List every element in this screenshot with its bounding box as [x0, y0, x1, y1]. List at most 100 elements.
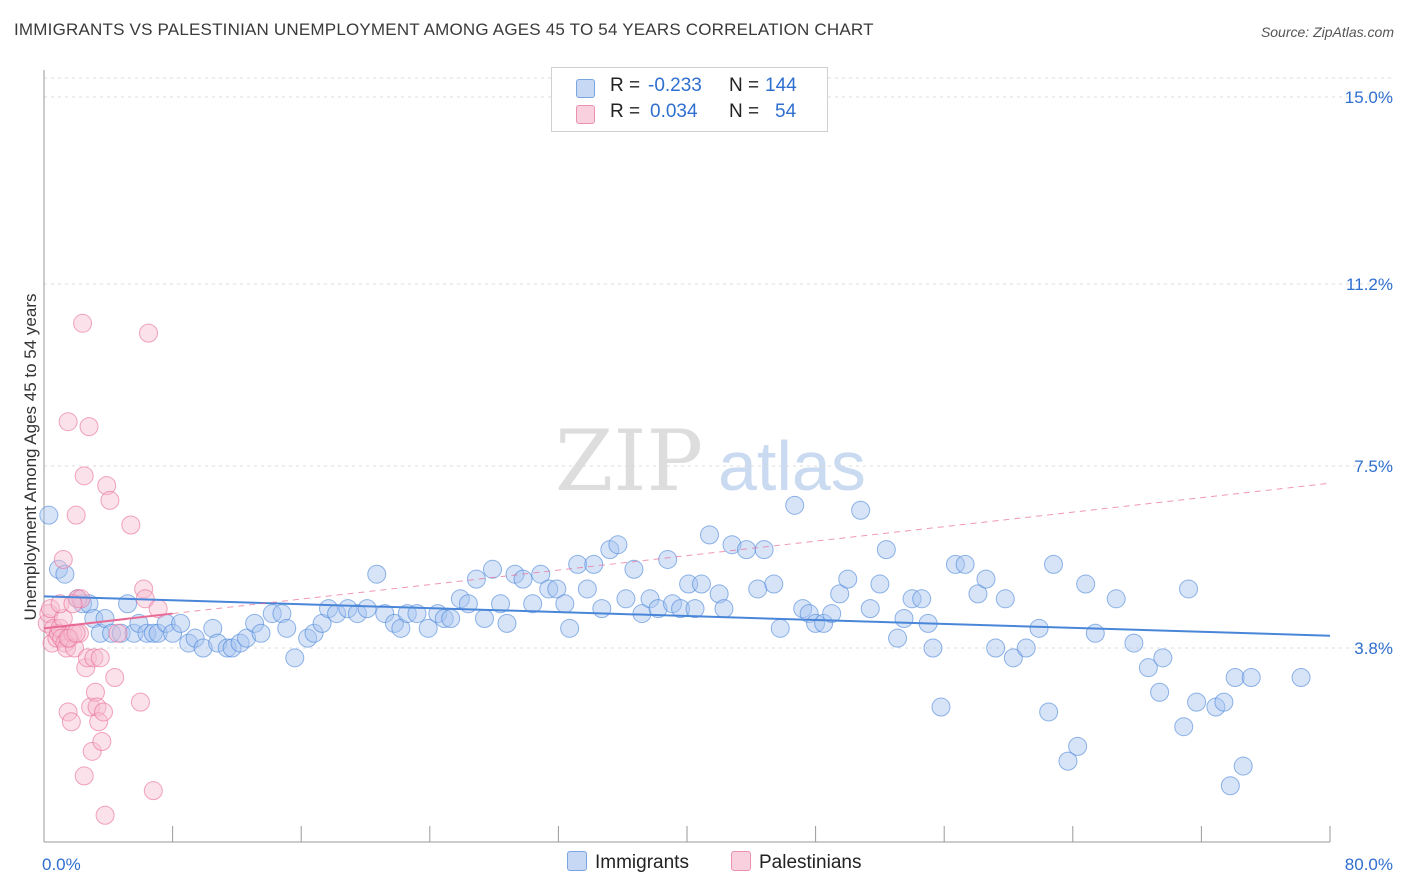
- data-point: [1039, 702, 1059, 722]
- data-point: [48, 559, 68, 579]
- data-point: [39, 505, 59, 525]
- y-tick-label: 3.8%: [1354, 639, 1393, 658]
- gridlines: [44, 77, 1395, 649]
- y-tick-label: 11.2%: [1346, 275, 1393, 294]
- data-point: [1150, 682, 1170, 702]
- data-point: [814, 613, 834, 633]
- data-point: [397, 604, 417, 624]
- data-point: [179, 633, 199, 653]
- data-point: [208, 633, 228, 653]
- data-point: [976, 569, 996, 589]
- data-point: [375, 604, 395, 624]
- data-point: [560, 618, 580, 638]
- data-point: [555, 594, 575, 614]
- n-value: 54: [775, 101, 797, 122]
- data-point: [105, 668, 125, 688]
- data-point: [357, 599, 377, 619]
- data-point: [245, 613, 265, 633]
- data-point: [251, 623, 271, 643]
- data-point: [1106, 589, 1126, 609]
- data-point: [923, 638, 943, 658]
- watermark-atlas: atlas: [718, 427, 866, 505]
- data-point: [137, 623, 157, 643]
- data-point: [85, 682, 105, 702]
- data-point: [894, 608, 914, 628]
- immigrants-legend-swatch: [567, 851, 587, 871]
- data-point: [138, 323, 158, 343]
- r-label: R =: [610, 75, 641, 96]
- trend-line-palestinians: [43, 612, 173, 630]
- data-point: [1124, 633, 1144, 653]
- watermark: ZIP atlas: [555, 412, 866, 510]
- data-point: [700, 525, 720, 545]
- data-point: [163, 623, 183, 643]
- data-point: [691, 574, 711, 594]
- data-point: [770, 618, 790, 638]
- series-immigrants: [39, 495, 1311, 796]
- data-point: [185, 628, 205, 648]
- data-point: [384, 613, 404, 633]
- data-point: [92, 731, 112, 751]
- data-point: [193, 638, 213, 658]
- data-point: [1016, 638, 1036, 658]
- data-point: [912, 589, 932, 609]
- data-point: [90, 648, 110, 668]
- x-tick-label: 80.0%: [1345, 855, 1393, 874]
- data-point: [76, 658, 96, 678]
- data-point: [52, 628, 72, 648]
- data-point: [584, 554, 604, 574]
- data-point: [84, 648, 104, 668]
- data-point: [945, 554, 965, 574]
- data-point: [876, 540, 896, 560]
- legend-label-palestinians: Palestinians: [759, 852, 862, 873]
- data-point: [608, 535, 628, 555]
- data-point: [748, 579, 768, 599]
- data-point: [902, 589, 922, 609]
- data-point: [714, 599, 734, 619]
- data-point: [95, 805, 115, 825]
- axes: [43, 70, 1331, 843]
- data-point: [66, 505, 86, 525]
- data-point: [474, 608, 494, 628]
- data-point: [671, 599, 691, 619]
- data-point: [65, 638, 85, 658]
- data-point: [1233, 756, 1253, 776]
- stats-legend: R = -0.233 N = 144 R = 0.034 N = 54: [551, 67, 828, 132]
- y-tick-label: 7.5%: [1354, 457, 1393, 476]
- stats-row-immigrants: R = -0.233 N = 144: [552, 75, 827, 101]
- data-point: [230, 633, 250, 653]
- data-point: [55, 564, 75, 584]
- data-point: [148, 623, 168, 643]
- data-point: [347, 604, 367, 624]
- data-point: [102, 623, 122, 643]
- data-point: [407, 604, 427, 624]
- data-point: [851, 500, 871, 520]
- trend-line-palestinians: [172, 482, 1331, 615]
- data-point: [592, 599, 612, 619]
- data-point: [1214, 692, 1234, 712]
- data-point: [338, 599, 358, 619]
- x-tick-label: 0.0%: [42, 855, 81, 874]
- data-point: [203, 618, 223, 638]
- data-point: [799, 604, 819, 624]
- data-point: [1187, 692, 1207, 712]
- data-point: [89, 712, 109, 732]
- data-point: [491, 594, 511, 614]
- data-point: [616, 589, 636, 609]
- data-point: [134, 579, 154, 599]
- trend-line-immigrants: [43, 595, 1331, 637]
- data-point: [1174, 717, 1194, 737]
- source-note: Source: ZipAtlas.com: [1260, 24, 1394, 40]
- data-point: [143, 781, 163, 801]
- data-point: [986, 638, 1006, 658]
- data-point: [237, 628, 257, 648]
- data-point: [53, 608, 73, 628]
- data-point: [830, 584, 850, 604]
- data-point: [304, 623, 324, 643]
- series-palestinians: [37, 313, 168, 825]
- data-point: [79, 417, 99, 437]
- data-point: [1179, 579, 1199, 599]
- data-point: [658, 549, 678, 569]
- data-point: [87, 697, 107, 717]
